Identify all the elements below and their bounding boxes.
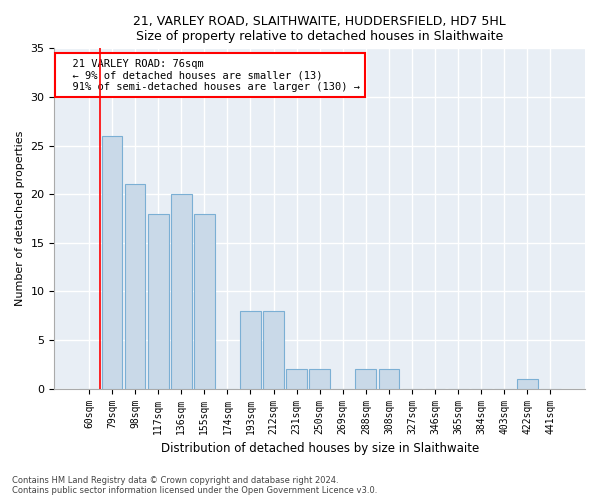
Bar — [148, 214, 169, 388]
Title: 21, VARLEY ROAD, SLAITHWAITE, HUDDERSFIELD, HD7 5HL
Size of property relative to: 21, VARLEY ROAD, SLAITHWAITE, HUDDERSFIE… — [133, 15, 506, 43]
X-axis label: Distribution of detached houses by size in Slaithwaite: Distribution of detached houses by size … — [161, 442, 479, 455]
Bar — [125, 184, 145, 388]
Bar — [310, 369, 330, 388]
Bar — [194, 214, 215, 388]
Text: 21 VARLEY ROAD: 76sqm
  ← 9% of detached houses are smaller (13)
  91% of semi-d: 21 VARLEY ROAD: 76sqm ← 9% of detached h… — [60, 58, 360, 92]
Bar — [171, 194, 191, 388]
Bar — [240, 311, 261, 388]
Bar — [355, 369, 376, 388]
Y-axis label: Number of detached properties: Number of detached properties — [15, 131, 25, 306]
Bar — [379, 369, 400, 388]
Bar — [101, 136, 122, 388]
Text: Contains HM Land Registry data © Crown copyright and database right 2024.
Contai: Contains HM Land Registry data © Crown c… — [12, 476, 377, 495]
Bar — [286, 369, 307, 388]
Bar — [263, 311, 284, 388]
Bar — [517, 379, 538, 388]
